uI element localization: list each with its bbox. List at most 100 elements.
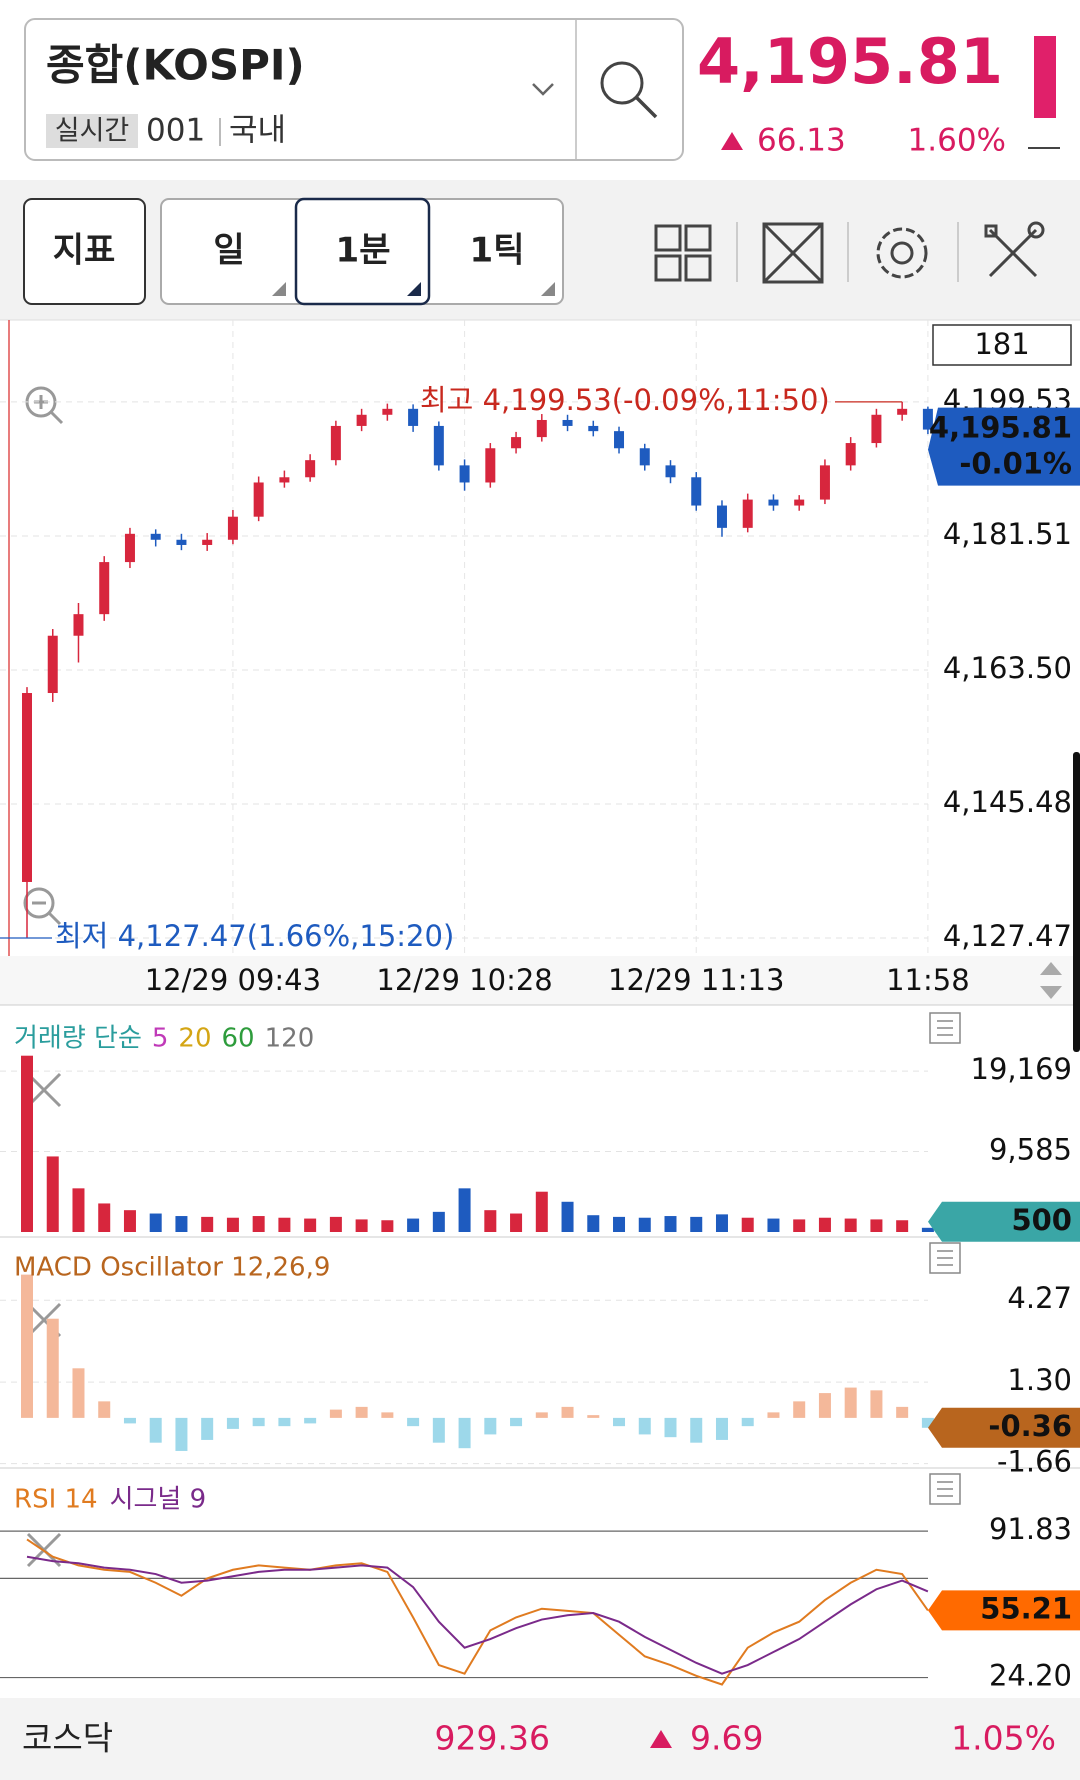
volume-bar bbox=[46, 1156, 59, 1232]
candle-body bbox=[150, 533, 161, 540]
macd-bar bbox=[123, 1417, 136, 1424]
macd-bar bbox=[510, 1417, 523, 1427]
price-tag-label: 4,195.81 bbox=[929, 411, 1072, 445]
high-note: 최고 4,199.53(-0.09%,11:50) bbox=[420, 383, 830, 417]
zoom-in[interactable] bbox=[25, 386, 64, 425]
period-tick[interactable]: 1틱 bbox=[470, 231, 525, 271]
footer-change-pct: 1.05% bbox=[951, 1719, 1056, 1758]
chevron[interactable] bbox=[532, 83, 554, 96]
count-badge: 181 bbox=[974, 327, 1029, 361]
candle-body bbox=[691, 477, 702, 506]
close-icon[interactable] bbox=[26, 1072, 62, 1108]
macd-bar bbox=[432, 1417, 445, 1443]
candle-body bbox=[871, 414, 882, 444]
volume-bar bbox=[793, 1219, 806, 1232]
macd-bar bbox=[535, 1412, 548, 1418]
macd-bar bbox=[484, 1417, 497, 1435]
macd-bar bbox=[175, 1417, 188, 1451]
macd-bar bbox=[46, 1318, 59, 1418]
footer-change: 9.69 bbox=[690, 1719, 763, 1758]
settings-icon[interactable] bbox=[876, 227, 928, 279]
panel-title: MACD Oscillator 12,26,9 bbox=[14, 1253, 330, 1283]
x-tick-label: 12/29 10:28 bbox=[376, 963, 552, 997]
candle-body bbox=[176, 539, 187, 545]
candle-body bbox=[408, 408, 419, 426]
candle-body bbox=[330, 425, 341, 461]
candle-body bbox=[536, 419, 547, 438]
price-tag-change: -0.01% bbox=[959, 447, 1072, 481]
scroll-arrows[interactable] bbox=[1040, 962, 1062, 999]
up-arrow bbox=[721, 132, 743, 150]
volume-bar bbox=[149, 1213, 162, 1232]
fullscreen-icon[interactable] bbox=[762, 222, 824, 284]
menu-icon[interactable] bbox=[929, 1242, 961, 1274]
macd-bar bbox=[921, 1417, 934, 1428]
price-change-pct: 1.60% bbox=[908, 123, 1006, 159]
candle-body bbox=[305, 460, 316, 478]
menu-icon[interactable] bbox=[929, 1012, 961, 1044]
candle-body bbox=[227, 516, 238, 540]
macd-bar bbox=[741, 1417, 754, 1427]
macd-bar bbox=[613, 1417, 626, 1427]
x-tick-label: 12/29 11:13 bbox=[608, 963, 784, 997]
macd-bar bbox=[355, 1406, 368, 1418]
y-tick-label: 4,181.51 bbox=[943, 517, 1072, 551]
search-icon[interactable] bbox=[600, 61, 658, 119]
price-bar bbox=[1034, 36, 1056, 118]
legend-entry: 60 bbox=[222, 1024, 255, 1054]
legend-entry: 5 bbox=[152, 1024, 169, 1054]
index-name: 종합(KOSPI) bbox=[46, 41, 305, 90]
value-tag bbox=[928, 1407, 1080, 1448]
period-day[interactable]: 일 bbox=[213, 231, 244, 271]
period-minute[interactable]: 1분 bbox=[336, 231, 391, 271]
volume-bar bbox=[921, 1227, 934, 1232]
period-selected[interactable] bbox=[294, 197, 431, 306]
macd-bar bbox=[72, 1368, 85, 1418]
volume-bar bbox=[123, 1210, 136, 1232]
volume-bar bbox=[510, 1213, 523, 1232]
legend-entry: 20 bbox=[178, 1024, 211, 1054]
candle-body bbox=[614, 431, 625, 449]
macd-bar bbox=[561, 1406, 574, 1418]
badge-bg bbox=[46, 114, 138, 148]
volume-bar bbox=[535, 1191, 548, 1232]
volume-bar bbox=[587, 1215, 600, 1232]
candle-body bbox=[665, 465, 676, 478]
y-tick-label: 9,585 bbox=[989, 1133, 1072, 1167]
candle-body bbox=[124, 533, 135, 563]
price-change: 66.13 bbox=[757, 123, 846, 159]
macd-bar bbox=[21, 1274, 33, 1418]
volume-bar bbox=[818, 1217, 831, 1232]
up-arrow bbox=[650, 1730, 672, 1748]
series-line bbox=[26, 1555, 929, 1675]
search-box[interactable] bbox=[24, 18, 684, 161]
volume-bar bbox=[329, 1216, 342, 1232]
volume-bar bbox=[741, 1217, 754, 1232]
value-tag bbox=[928, 1590, 1080, 1631]
y-tick-label: 19,169 bbox=[971, 1052, 1072, 1086]
corner bbox=[541, 282, 555, 296]
value-tag-label: 500 bbox=[1011, 1203, 1072, 1237]
macd-bar bbox=[818, 1393, 831, 1418]
candle-body bbox=[279, 477, 290, 483]
layout-icon[interactable] bbox=[654, 224, 712, 282]
index-code: 001 bbox=[146, 113, 205, 149]
menu-icon[interactable] bbox=[929, 1473, 961, 1505]
zoom-out[interactable] bbox=[23, 887, 62, 926]
badge-box bbox=[932, 324, 1072, 366]
macd-bar bbox=[304, 1417, 317, 1424]
price-tag bbox=[928, 407, 1080, 486]
candle-body bbox=[382, 408, 393, 415]
tools-icon[interactable] bbox=[984, 221, 1045, 278]
volume-bar bbox=[844, 1218, 857, 1232]
current-price: 4,195.81 bbox=[697, 25, 1003, 98]
volume-bar bbox=[561, 1201, 574, 1232]
candle-body bbox=[794, 499, 805, 506]
corner bbox=[407, 282, 421, 296]
indicator-label: 지표 bbox=[53, 231, 116, 271]
candle-body bbox=[845, 443, 856, 466]
volume-bar bbox=[458, 1188, 471, 1232]
indicator-button[interactable] bbox=[23, 198, 146, 305]
candle-body bbox=[562, 419, 573, 426]
